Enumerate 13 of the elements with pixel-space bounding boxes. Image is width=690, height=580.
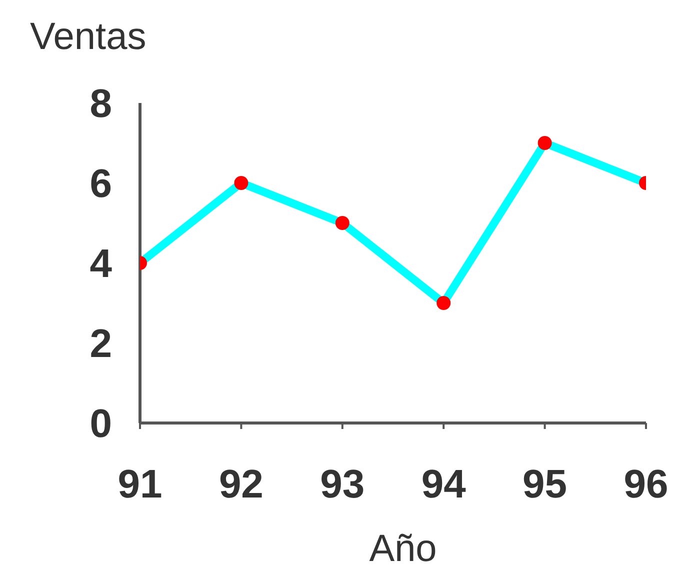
y-tick-label: 4 bbox=[90, 242, 113, 286]
x-tick-label: 94 bbox=[421, 462, 467, 506]
x-tick-label: 92 bbox=[218, 462, 264, 506]
y-tick-label: 6 bbox=[90, 162, 112, 206]
x-tick-label: 95 bbox=[522, 462, 568, 506]
y-tick-label: 2 bbox=[90, 322, 112, 366]
x-tick-label: 93 bbox=[320, 462, 365, 506]
y-tick-label: 0 bbox=[90, 402, 112, 446]
y-axis-title: Ventas bbox=[30, 16, 146, 59]
x-tick-label: 91 bbox=[118, 462, 162, 506]
y-tick-label: 8 bbox=[90, 82, 112, 126]
x-tick-label: 96 bbox=[624, 462, 668, 506]
x-axis-title: Año bbox=[368, 528, 438, 571]
